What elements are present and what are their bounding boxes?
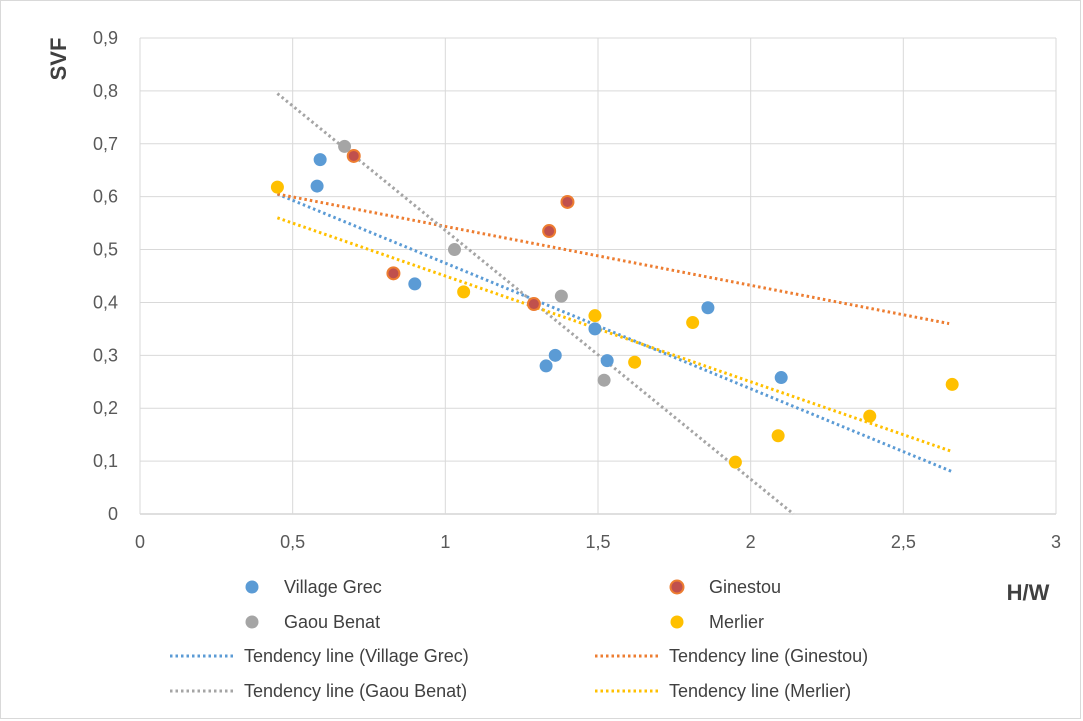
- data-point: [346, 148, 361, 163]
- gridlines: [139, 37, 1057, 515]
- x-tick-label: 1,5: [585, 532, 610, 552]
- data-point: [774, 371, 788, 385]
- legend-marker: [245, 580, 259, 594]
- x-tick-label: 0,5: [280, 532, 305, 552]
- legend-label: Village Grec: [284, 577, 382, 597]
- data-point: [542, 224, 557, 239]
- data-point: [447, 243, 461, 257]
- data-point: [548, 348, 562, 362]
- legend-label: Tendency line (Ginestou): [669, 646, 868, 666]
- trendline: [277, 192, 950, 326]
- data-point: [588, 322, 602, 336]
- legend-label: Merlier: [709, 612, 764, 632]
- data-point: [554, 289, 568, 303]
- data-point: [600, 354, 614, 368]
- x-tick-label: 1: [440, 532, 450, 552]
- data-point: [560, 194, 575, 209]
- data-point: [313, 153, 327, 167]
- data-point: [338, 139, 352, 153]
- legend-label: Ginestou: [709, 577, 781, 597]
- data-point: [728, 455, 742, 469]
- x-tick-label: 0: [135, 532, 145, 552]
- y-tick-label: 0: [108, 504, 118, 524]
- data-point: [686, 316, 700, 330]
- y-tick-label: 0,2: [93, 398, 118, 418]
- y-axis-title: SVF: [46, 38, 71, 81]
- legend-marker: [245, 615, 259, 629]
- x-tick-label: 3: [1051, 532, 1061, 552]
- y-tick-label: 0,4: [93, 292, 118, 312]
- data-point: [457, 285, 471, 299]
- data-point: [526, 297, 541, 312]
- data-point: [386, 266, 401, 281]
- x-axis-title: H/W: [1007, 580, 1050, 605]
- data-point: [270, 180, 284, 194]
- data-point: [408, 277, 422, 291]
- data-point: [310, 179, 324, 193]
- data-point: [701, 301, 715, 315]
- tick-labels: 0 0,1 0,2 0,3 0,4 0,5 0,6 0,7 0,8 0,9 0 0,5 1 1,5 2 2,5…: [93, 28, 1061, 552]
- y-tick-label: 0,9: [93, 28, 118, 48]
- legend-label: Tendency line (Village Grec): [244, 646, 469, 666]
- data-point: [597, 373, 611, 387]
- x-tick-label: 2,5: [891, 532, 916, 552]
- trendline: [276, 92, 795, 516]
- trendline: [276, 216, 953, 454]
- legend-label: Tendency line (Merlier): [669, 681, 851, 701]
- trendlines: [276, 92, 953, 516]
- legend: Village Grec Ginestou Gaou Benat Merlier Ten…: [170, 577, 868, 701]
- data-point: [628, 355, 642, 369]
- y-tick-label: 0,7: [93, 134, 118, 154]
- y-tick-label: 0,6: [93, 187, 118, 207]
- y-tick-label: 0,8: [93, 81, 118, 101]
- data-point: [945, 377, 959, 391]
- data-points: [270, 139, 959, 469]
- legend-marker: [670, 615, 684, 629]
- legend-marker: [669, 579, 685, 595]
- y-tick-label: 0,3: [93, 345, 118, 365]
- data-point: [588, 309, 602, 323]
- trendline: [276, 192, 953, 474]
- legend-label: Tendency line (Gaou Benat): [244, 681, 467, 701]
- data-point: [539, 359, 553, 373]
- data-point: [771, 429, 785, 443]
- y-tick-label: 0,1: [93, 451, 118, 471]
- data-point: [863, 409, 877, 423]
- legend-label: Gaou Benat: [284, 612, 380, 632]
- y-tick-label: 0,5: [93, 240, 118, 260]
- x-tick-label: 2: [746, 532, 756, 552]
